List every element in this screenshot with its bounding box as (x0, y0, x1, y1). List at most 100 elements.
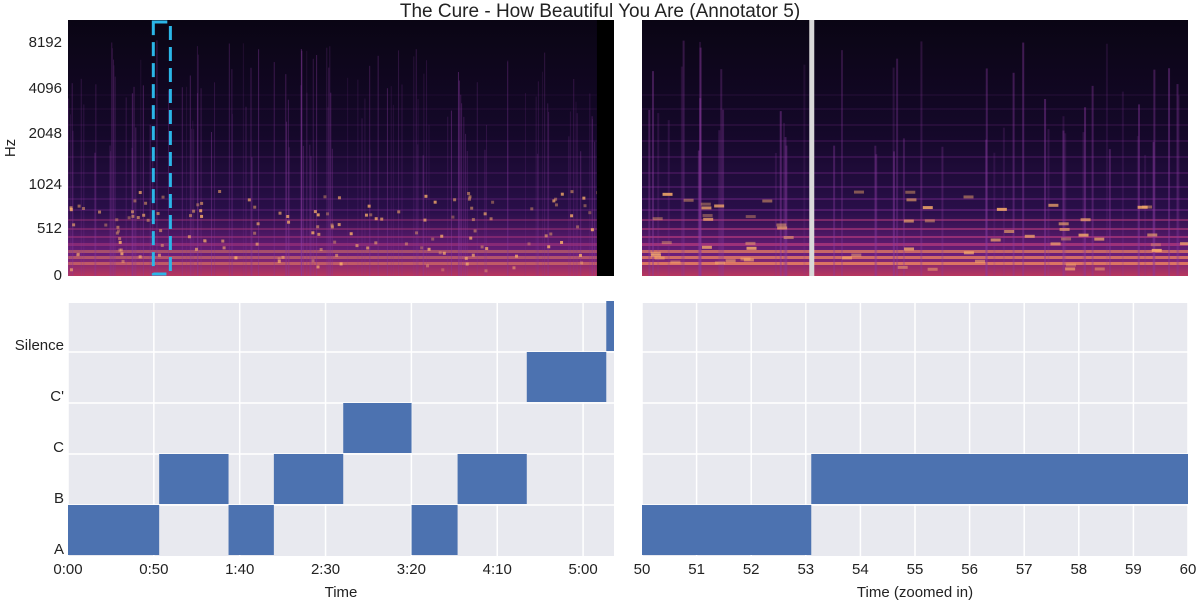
spectrogram-energy (146, 218, 150, 222)
spectrogram-energy (560, 240, 564, 244)
spectrogram-energy (853, 190, 864, 194)
spectrogram-energy (278, 211, 282, 215)
spectrogram-harmonic (642, 124, 1188, 126)
spectrogram-harmonic (68, 140, 597, 142)
spectrogram-onset (142, 85, 144, 276)
spectrogram-energy (549, 232, 553, 236)
spectrogram-onset (1121, 91, 1124, 276)
spectrogram-onset (485, 124, 487, 276)
spectrogram-energy (897, 265, 908, 269)
spectrogram-onset (589, 93, 591, 276)
spectrogram-energy (157, 253, 161, 257)
spectrogram-energy (1058, 222, 1069, 226)
spectrogram-onset (874, 145, 877, 276)
spectrogram-harmonic (642, 228, 1188, 230)
spectrogram-energy (996, 207, 1007, 211)
spectrogram-onset (774, 152, 777, 276)
spectrogram-onset (186, 86, 188, 276)
spectrogram-energy (670, 260, 681, 264)
spectrogram-onset (94, 152, 96, 276)
spectrogram-energy (515, 254, 519, 258)
spectrogram-energy (922, 206, 933, 210)
spectrogram-onset (417, 98, 419, 276)
spectrogram-onset (920, 41, 923, 276)
spectrogram-onset (699, 41, 702, 276)
segment-bar (159, 454, 229, 504)
spectrogram-onset (542, 71, 544, 276)
spectrogram-energy (703, 217, 714, 221)
spectrogram-energy (662, 192, 673, 196)
spectrogram-energy (330, 223, 334, 227)
x-tick-label: 57 (1016, 561, 1033, 578)
spectrogram-energy (552, 199, 556, 203)
spectrogram-onset (197, 54, 199, 276)
spectrogram-energy (544, 234, 548, 238)
spectrogram-full-texture (68, 40, 600, 276)
spectrogram-onset (258, 49, 260, 276)
y-category-label: B (54, 490, 64, 507)
spectrogram-harmonic (642, 236, 1188, 238)
spectrogram-energy (485, 247, 489, 251)
spectrogram-onset (840, 50, 843, 276)
spectrogram-energy (1065, 267, 1076, 271)
spectrogram-onset (573, 78, 575, 276)
spectrogram-full-silence (596, 20, 614, 276)
spectrogram-energy (194, 247, 198, 251)
x-tick-label: 1:40 (225, 561, 254, 578)
spectrogram-energy (1094, 237, 1105, 241)
spectrogram-onset (310, 156, 312, 276)
spectrogram-energy (583, 204, 587, 208)
spectrogram-energy (200, 201, 204, 205)
segment-bar (228, 505, 274, 555)
spectrogram-energy (424, 194, 428, 198)
spectrogram-energy (98, 210, 102, 214)
spectrogram-energy (323, 195, 327, 199)
spectrogram-onset (413, 56, 415, 276)
segment-bar (811, 454, 1188, 504)
spectrogram-energy (316, 225, 320, 229)
spectrogram-onset (316, 55, 318, 276)
spectrogram-onset (985, 68, 988, 276)
spectrogram-onset (326, 47, 328, 276)
spectrogram-energy (316, 265, 320, 269)
x-tick-label: 5:00 (568, 561, 597, 578)
spectrogram-energy (1147, 233, 1158, 237)
spectrogram-energy (77, 204, 81, 208)
spectrogram-energy (560, 192, 564, 196)
spectrogram-onset (191, 128, 193, 276)
spectrogram-energy (160, 243, 164, 247)
spectrogram-onset (301, 50, 303, 276)
spectrogram-onset (426, 60, 428, 276)
spectrogram-onset (390, 86, 392, 276)
spectrogram-energy (776, 223, 787, 227)
spectrogram-harmonic (68, 250, 597, 253)
spectrogram-y-tick: 1024 (29, 176, 62, 193)
spectrogram-energy (116, 229, 120, 233)
spectrogram-energy (442, 251, 446, 255)
spectrogram-onset (718, 130, 721, 276)
spectrogram-energy (138, 191, 142, 195)
segments-y-labels: A B C C' Silence (15, 337, 64, 558)
spectrogram-energy (72, 223, 76, 227)
spectrogram-onset (156, 40, 158, 276)
spectrogram-energy (963, 251, 974, 255)
spectrogram-energy (746, 246, 757, 250)
spectrogram-energy (468, 195, 472, 199)
spectrogram-onset (287, 99, 289, 276)
spectrogram-onset (476, 82, 478, 276)
x-tick-label: 59 (1125, 561, 1142, 578)
spectrogram-energy (1137, 205, 1148, 209)
spectrogram-onset (1002, 127, 1005, 276)
spectrogram-energy (144, 201, 148, 205)
spectrogram-onset (231, 113, 233, 276)
spectrogram-energy (661, 241, 672, 245)
spectrogram-onset (1152, 142, 1155, 276)
spectrogram-onset (447, 116, 449, 276)
spectrogram-zoom-panel (642, 20, 1188, 276)
spectrogram-onset (401, 84, 403, 276)
spectrogram-energy (138, 255, 142, 259)
spectrogram-harmonic (68, 209, 597, 211)
spectrogram-energy (415, 231, 419, 235)
spectrogram-onset (312, 58, 314, 276)
